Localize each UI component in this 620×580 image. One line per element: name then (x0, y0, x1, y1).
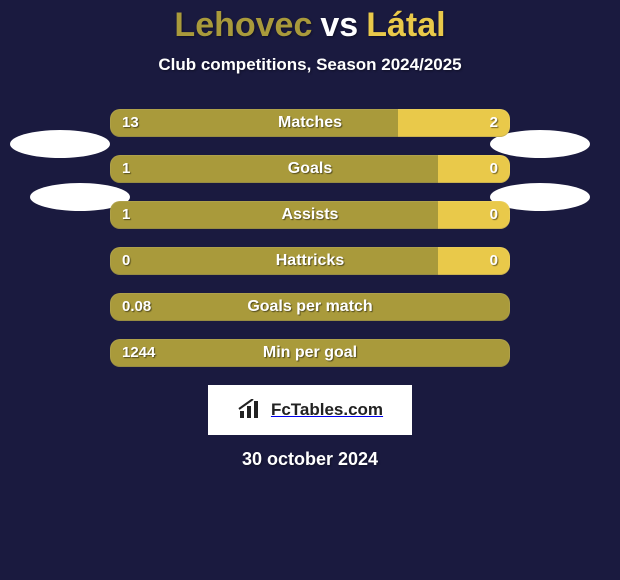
comparison-card: LehovecvsLátal Club competitions, Season… (0, 6, 620, 580)
value-left: 13 (122, 109, 139, 137)
bar-right (438, 155, 510, 183)
value-left: 1 (122, 201, 130, 229)
stat-row: 10Goals (110, 155, 510, 183)
branding-text: FcTables.com (271, 400, 383, 420)
value-right: 0 (490, 201, 498, 229)
headline: LehovecvsLátal (0, 6, 620, 45)
bar-left (110, 109, 398, 137)
bar-left (110, 155, 438, 183)
value-right: 0 (490, 247, 498, 275)
stat-row: 00Hattricks (110, 247, 510, 275)
value-left: 0 (122, 247, 130, 275)
vs-label: vs (320, 6, 358, 44)
stat-row: 0.08Goals per match (110, 293, 510, 321)
bar-left (110, 293, 510, 321)
stat-row: 10Assists (110, 201, 510, 229)
bar-left (110, 201, 438, 229)
value-right: 2 (490, 109, 498, 137)
snapshot-date: 30 october 2024 (0, 449, 620, 470)
value-left: 1244 (122, 339, 155, 367)
chart-icon (237, 399, 265, 421)
left-avatar-placeholder (10, 130, 110, 158)
bar-left (110, 339, 510, 367)
subtitle: Club competitions, Season 2024/2025 (0, 55, 620, 75)
branding-link[interactable]: FcTables.com (208, 385, 412, 435)
value-left: 1 (122, 155, 130, 183)
value-left: 0.08 (122, 293, 151, 321)
bar-left (110, 247, 438, 275)
player2-name: Látal (366, 6, 445, 44)
bar-right (438, 201, 510, 229)
stat-row: 1244Min per goal (110, 339, 510, 367)
player1-name: Lehovec (174, 6, 312, 44)
value-right: 0 (490, 155, 498, 183)
bar-right (438, 247, 510, 275)
stat-row: 132Matches (110, 109, 510, 137)
